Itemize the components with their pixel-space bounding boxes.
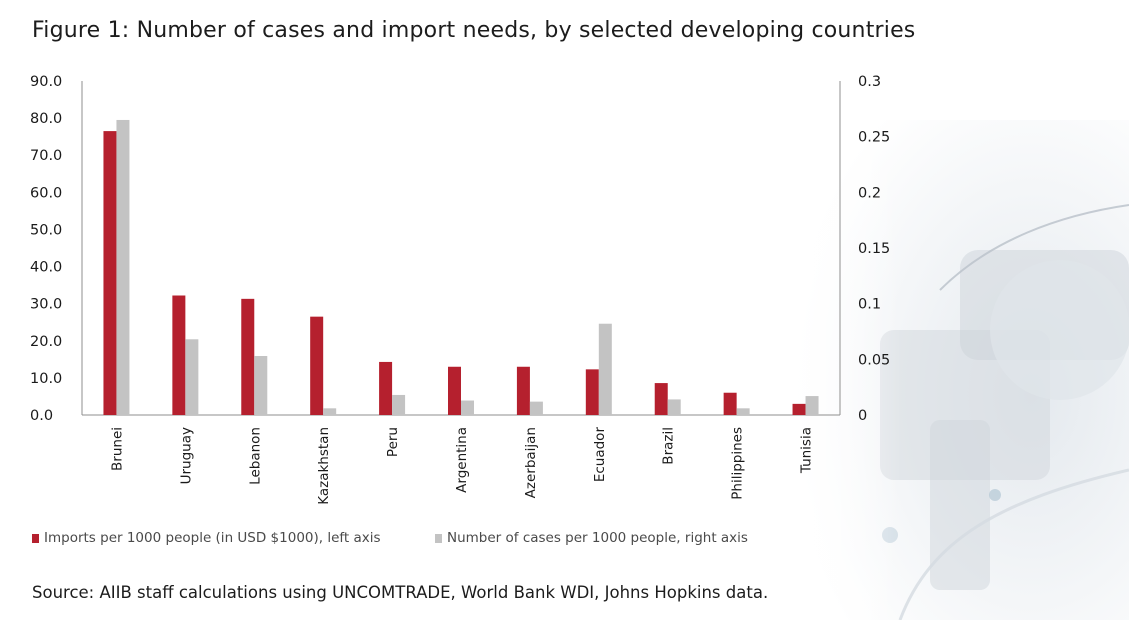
left-tick-label: 20.0 — [30, 334, 62, 350]
bar-imports-ecuador — [585, 369, 599, 415]
category-label: Azerbaijan — [523, 427, 539, 498]
bar-cases-philippines — [736, 408, 750, 415]
left-tick-label: 10.0 — [30, 371, 62, 387]
left-axis-ticks: 90.0 80.0 70.0 60.0 50.0 40.0 30.0 20.0 10.0 0.0 — [30, 74, 62, 424]
bar-imports-argentina — [448, 366, 461, 415]
legend-item-imports: Imports per 1000 people (in USD $1000), … — [32, 530, 381, 546]
category-label: Argentina — [454, 427, 470, 493]
bar-imports-peru — [379, 361, 393, 415]
left-tick-label: 80.0 — [30, 111, 62, 127]
category-label: Brunei — [109, 427, 125, 471]
chart-title: Figure 1: Number of cases and import nee… — [32, 18, 916, 43]
bar-imports-philippines — [723, 392, 737, 415]
bar-imports-tunisia — [792, 403, 806, 415]
bar-imports-brazil — [654, 383, 668, 415]
category-label: Philippines — [730, 427, 746, 500]
bars — [103, 119, 819, 415]
bar-imports-brunei — [103, 131, 117, 415]
left-tick-label: 30.0 — [30, 297, 62, 313]
right-tick-label: 0.15 — [858, 241, 890, 257]
source-note: Source: AIIB staff calculations using UN… — [32, 583, 769, 602]
right-tick-label: 0.05 — [858, 352, 890, 368]
left-tick-label: 40.0 — [30, 260, 62, 276]
bar-imports-uruguay — [172, 295, 186, 415]
legend-label-imports: Imports per 1000 people (in USD $1000), … — [44, 530, 381, 546]
bar-imports-kazakhstan — [310, 316, 324, 415]
bar-cases-brazil — [667, 399, 681, 415]
left-tick-label: 90.0 — [30, 74, 62, 90]
legend-item-cases: Number of cases per 1000 people, right a… — [435, 530, 748, 546]
category-label: Tunisia — [799, 427, 815, 474]
bar-cases-argentina — [461, 400, 474, 415]
category-label: Uruguay — [178, 427, 194, 484]
legend-swatch-cases — [435, 534, 442, 543]
left-tick-label: 70.0 — [30, 148, 62, 164]
left-tick-label: 0.0 — [30, 408, 53, 424]
bar-cases-kazakhstan — [323, 408, 337, 415]
category-label: Lebanon — [247, 427, 263, 485]
bar-cases-lebanon — [254, 355, 268, 415]
bar-imports-lebanon — [241, 298, 255, 415]
category-label: Brazil — [661, 427, 677, 465]
bar-cases-peru — [392, 394, 406, 415]
legend-swatch-imports — [32, 534, 39, 543]
category-label: Peru — [385, 427, 401, 457]
bar-cases-azerbaijan — [529, 401, 543, 415]
left-tick-label: 60.0 — [30, 185, 62, 201]
bar-cases-uruguay — [185, 339, 199, 415]
bar-cases-ecuador — [598, 323, 612, 415]
right-tick-label: 0.25 — [858, 130, 890, 146]
right-axis-ticks: 0.3 0.25 0.2 0.15 0.1 0.05 0 — [858, 74, 890, 424]
right-tick-label: 0.2 — [858, 185, 881, 201]
category-label: Ecuador — [592, 427, 608, 483]
bar-cases-brunei — [116, 119, 130, 415]
bar-cases-tunisia — [805, 396, 819, 415]
left-tick-label: 50.0 — [30, 222, 62, 238]
category-label: Kazakhstan — [316, 427, 332, 505]
right-tick-label: 0.1 — [858, 297, 881, 313]
right-tick-label: 0 — [858, 408, 867, 424]
bar-imports-azerbaijan — [516, 366, 530, 415]
legend-label-cases: Number of cases per 1000 people, right a… — [447, 530, 748, 546]
category-labels: Brunei Uruguay Lebanon Kazakhstan Peru Argent… — [109, 427, 814, 505]
right-tick-label: 0.3 — [858, 74, 881, 90]
